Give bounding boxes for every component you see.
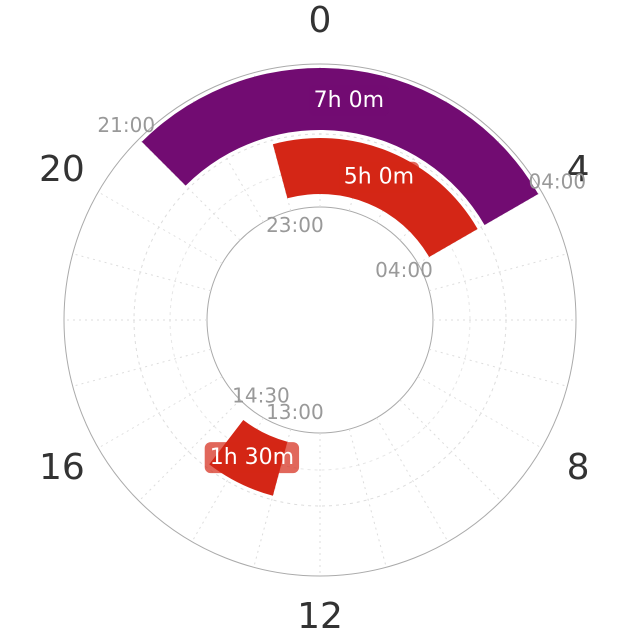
hour-label: 12 — [297, 596, 343, 637]
segment-arc — [272, 137, 478, 257]
duration-label: 7h 0m — [314, 88, 384, 113]
hour-label: 4 — [567, 149, 590, 190]
spoke — [399, 399, 502, 502]
hour-label: 8 — [567, 447, 590, 488]
hour-label: 16 — [39, 447, 85, 488]
duration-label: 5h 0m — [344, 165, 414, 190]
start-time-label: 23:00 — [266, 213, 324, 237]
spoke — [348, 429, 387, 568]
duration-label: 1h 30m — [210, 445, 294, 470]
spoke — [72, 348, 211, 387]
spoke — [417, 376, 542, 449]
hour-label: 20 — [39, 149, 85, 190]
outer-circle — [63, 63, 577, 577]
segment-arc — [141, 67, 539, 225]
spoke — [429, 253, 568, 292]
spoke — [429, 348, 568, 387]
spoke — [72, 253, 211, 292]
end-time-label: 04:00 — [375, 258, 433, 282]
spoke — [98, 191, 223, 264]
spoke — [98, 376, 223, 449]
start-time-label: 13:00 — [266, 400, 324, 424]
duration-label-bg — [204, 442, 300, 474]
duration-label-bg — [308, 84, 390, 116]
duration-label-bg — [338, 161, 420, 193]
spoke — [376, 417, 449, 542]
start-time-label: 21:00 — [97, 113, 155, 137]
hour-label: 0 — [309, 0, 332, 41]
end-time-label: 14:30 — [232, 383, 290, 407]
end-time-label: 04:00 — [528, 170, 586, 194]
